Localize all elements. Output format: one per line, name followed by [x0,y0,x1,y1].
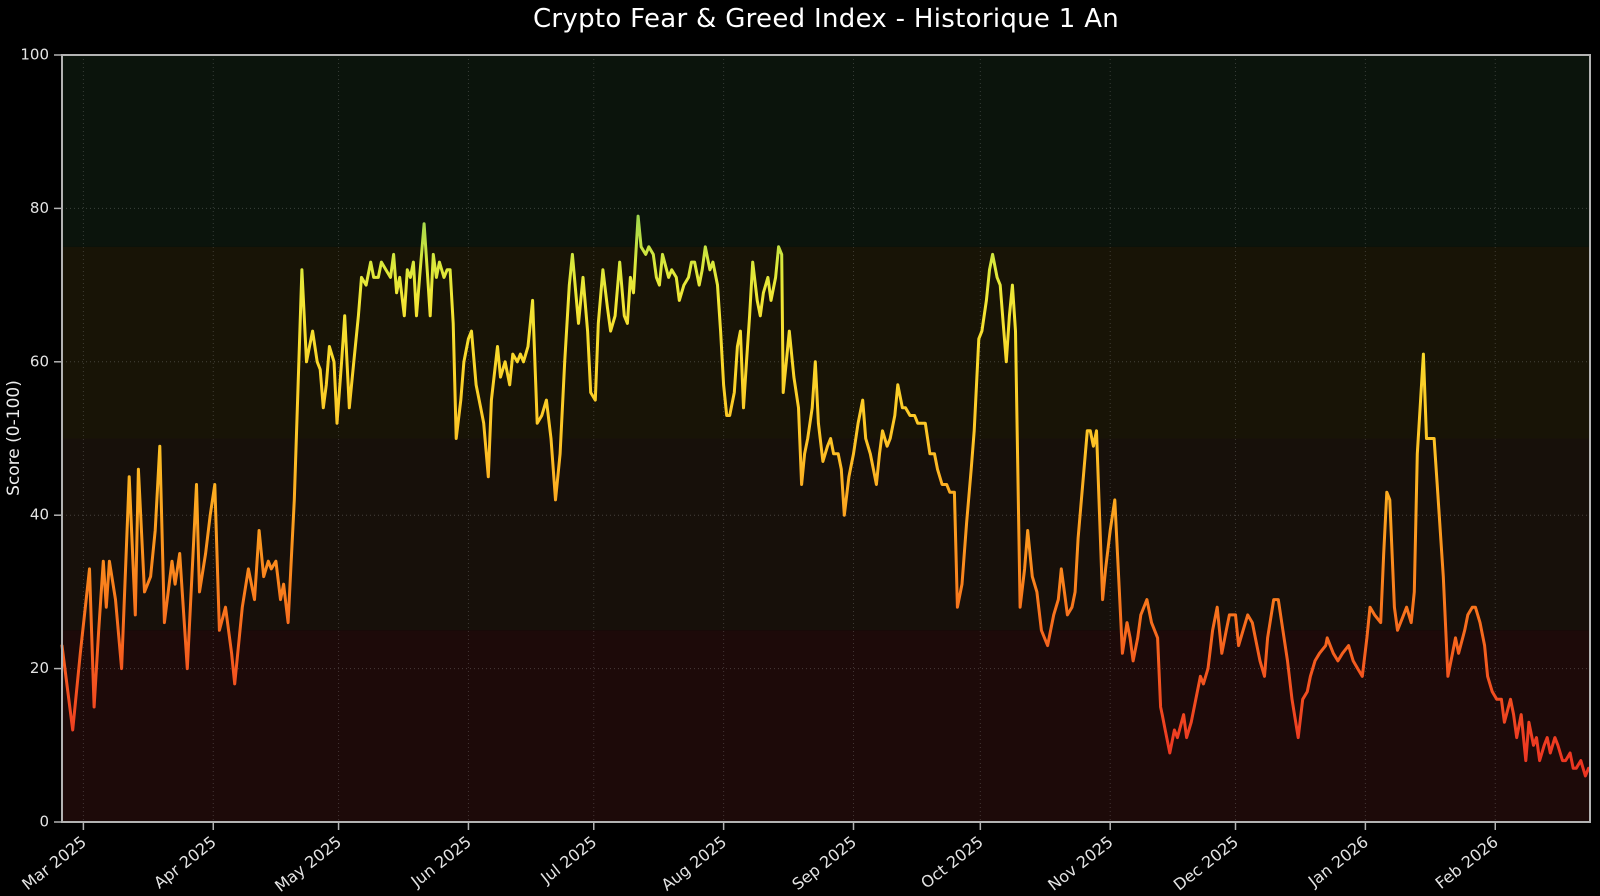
x-tick-label-3: Jun 2025 [407,832,475,891]
x-tick-label-2: May 2025 [271,832,345,896]
zone-band-25-50 [62,438,1590,631]
y-tick-label-20: 20 [30,659,49,677]
y-axis-label: Score (0-100) [4,380,24,496]
zone-band-75-100 [62,55,1590,247]
plot-border [61,54,1591,823]
zone-band-50-75 [62,246,1590,439]
y-tick-label-60: 60 [30,352,49,370]
x-tick-label-0: Mar 2025 [18,832,90,894]
x-tick-label-10: Jan 2026 [1304,832,1372,891]
y-tick-label-40: 40 [30,506,49,524]
chart-title: Crypto Fear & Greed Index - Historique 1… [532,4,1120,34]
x-tick-label-1: Apr 2025 [150,832,220,892]
x-tick-label-8: Nov 2025 [1044,832,1116,894]
x-tick-label-11: Feb 2026 [1432,832,1502,893]
x-tick-label-5: Aug 2025 [658,832,730,894]
x-tick-label-6: Sep 2025 [788,832,860,894]
y-tick-label-100: 100 [20,46,49,64]
x-tick-label-7: Oct 2025 [917,832,987,892]
x-tick-label-9: Dec 2025 [1170,832,1242,894]
y-tick-label-80: 80 [30,199,49,217]
zone-band-0-25 [62,630,1590,822]
fear-greed-line [60,214,1590,778]
y-tick-label-0: 0 [39,813,49,831]
x-tick-label-4: Jul 2025 [536,832,600,888]
